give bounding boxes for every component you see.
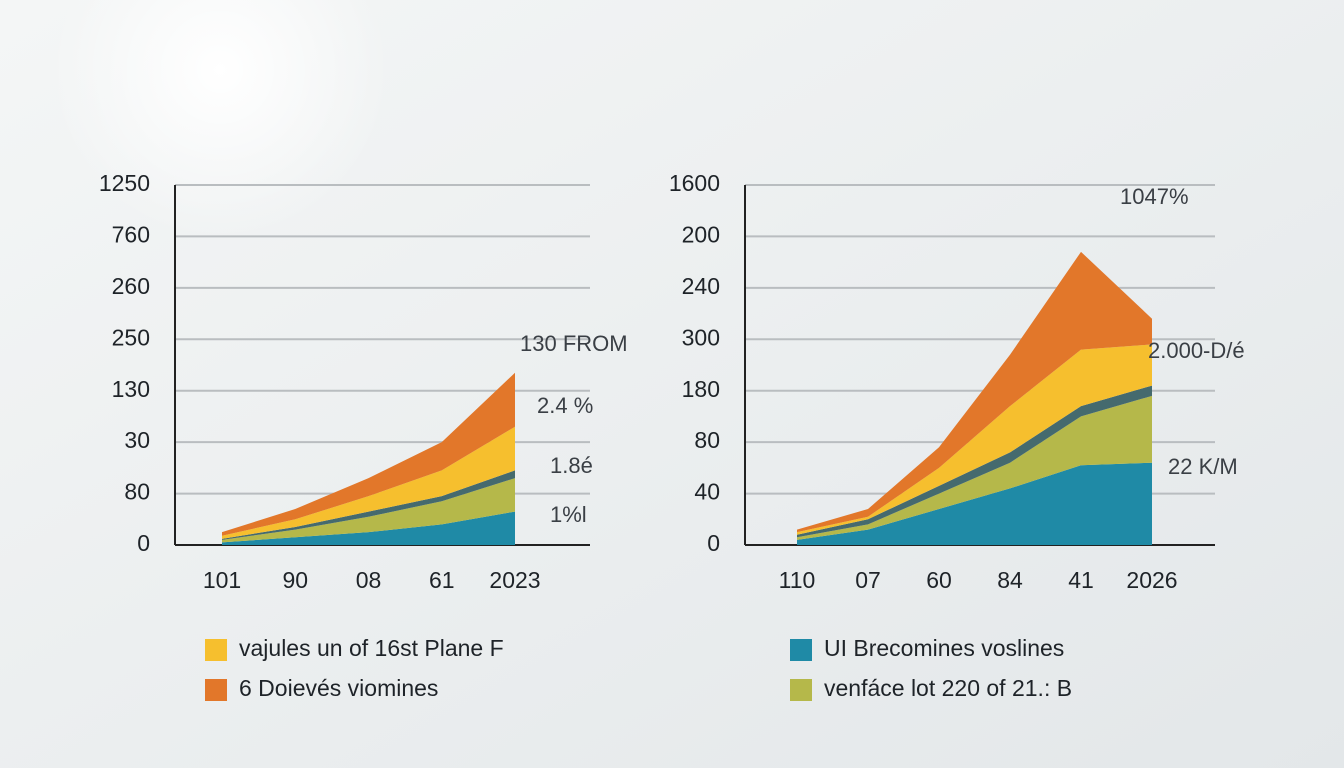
y-tick-label: 80 <box>124 479 150 505</box>
x-tick-label: 90 <box>282 567 308 593</box>
x-tick-label: 2026 <box>1126 567 1177 593</box>
x-tick-label: 110 <box>779 567 816 593</box>
area <box>222 511 515 545</box>
annotation: 1.8é <box>550 453 593 478</box>
x-tick-label: 41 <box>1068 567 1094 593</box>
area <box>797 344 1152 535</box>
legend-swatch <box>205 639 227 661</box>
area <box>797 462 1152 545</box>
legend-label: venfáce lot 220 of 21.: B <box>824 675 1072 701</box>
legend-swatch <box>790 639 812 661</box>
y-tick-label: 40 <box>694 479 720 505</box>
legend-label: 6 Doievés viomines <box>239 675 438 701</box>
legend-label: UI Brecomines voslines <box>824 635 1064 661</box>
y-tick-label: 300 <box>682 324 720 350</box>
y-tick-label: 0 <box>137 530 150 556</box>
annotation: 1047% <box>1120 184 1189 209</box>
annotation: 130 FROM <box>520 331 628 356</box>
legend-label: vajules un of 16st Plane F <box>239 635 504 661</box>
glare <box>50 0 390 240</box>
y-tick-label: 250 <box>112 324 150 350</box>
annotation: 2.4 % <box>537 393 593 418</box>
legend-swatch <box>205 679 227 701</box>
y-tick-label: 80 <box>694 427 720 453</box>
y-tick-label: 180 <box>682 376 720 402</box>
x-tick-label: 07 <box>855 567 881 593</box>
annotation: 22 K/M <box>1168 454 1238 479</box>
area <box>222 478 515 543</box>
y-tick-label: 200 <box>682 222 720 248</box>
x-tick-label: 84 <box>997 567 1023 593</box>
x-tick-label: 08 <box>356 567 382 593</box>
area <box>797 385 1152 538</box>
area <box>797 395 1152 540</box>
x-tick-label: 61 <box>429 567 455 593</box>
annotation: 1%l <box>550 502 587 527</box>
area <box>222 372 515 536</box>
y-tick-label: 130 <box>112 376 150 402</box>
y-tick-label: 760 <box>112 222 150 248</box>
y-tick-label: 1250 <box>99 170 150 196</box>
area <box>797 251 1152 533</box>
y-tick-label: 30 <box>124 427 150 453</box>
legend-swatch <box>790 679 812 701</box>
x-tick-label: 101 <box>203 567 241 593</box>
y-tick-label: 260 <box>112 273 150 299</box>
y-tick-label: 0 <box>707 530 720 556</box>
y-tick-label: 1600 <box>669 170 720 196</box>
area <box>222 426 515 539</box>
x-tick-label: 60 <box>926 567 952 593</box>
y-tick-label: 240 <box>682 273 720 299</box>
annotation: 2.000-D/é <box>1148 338 1245 363</box>
x-tick-label: 2023 <box>489 567 540 593</box>
